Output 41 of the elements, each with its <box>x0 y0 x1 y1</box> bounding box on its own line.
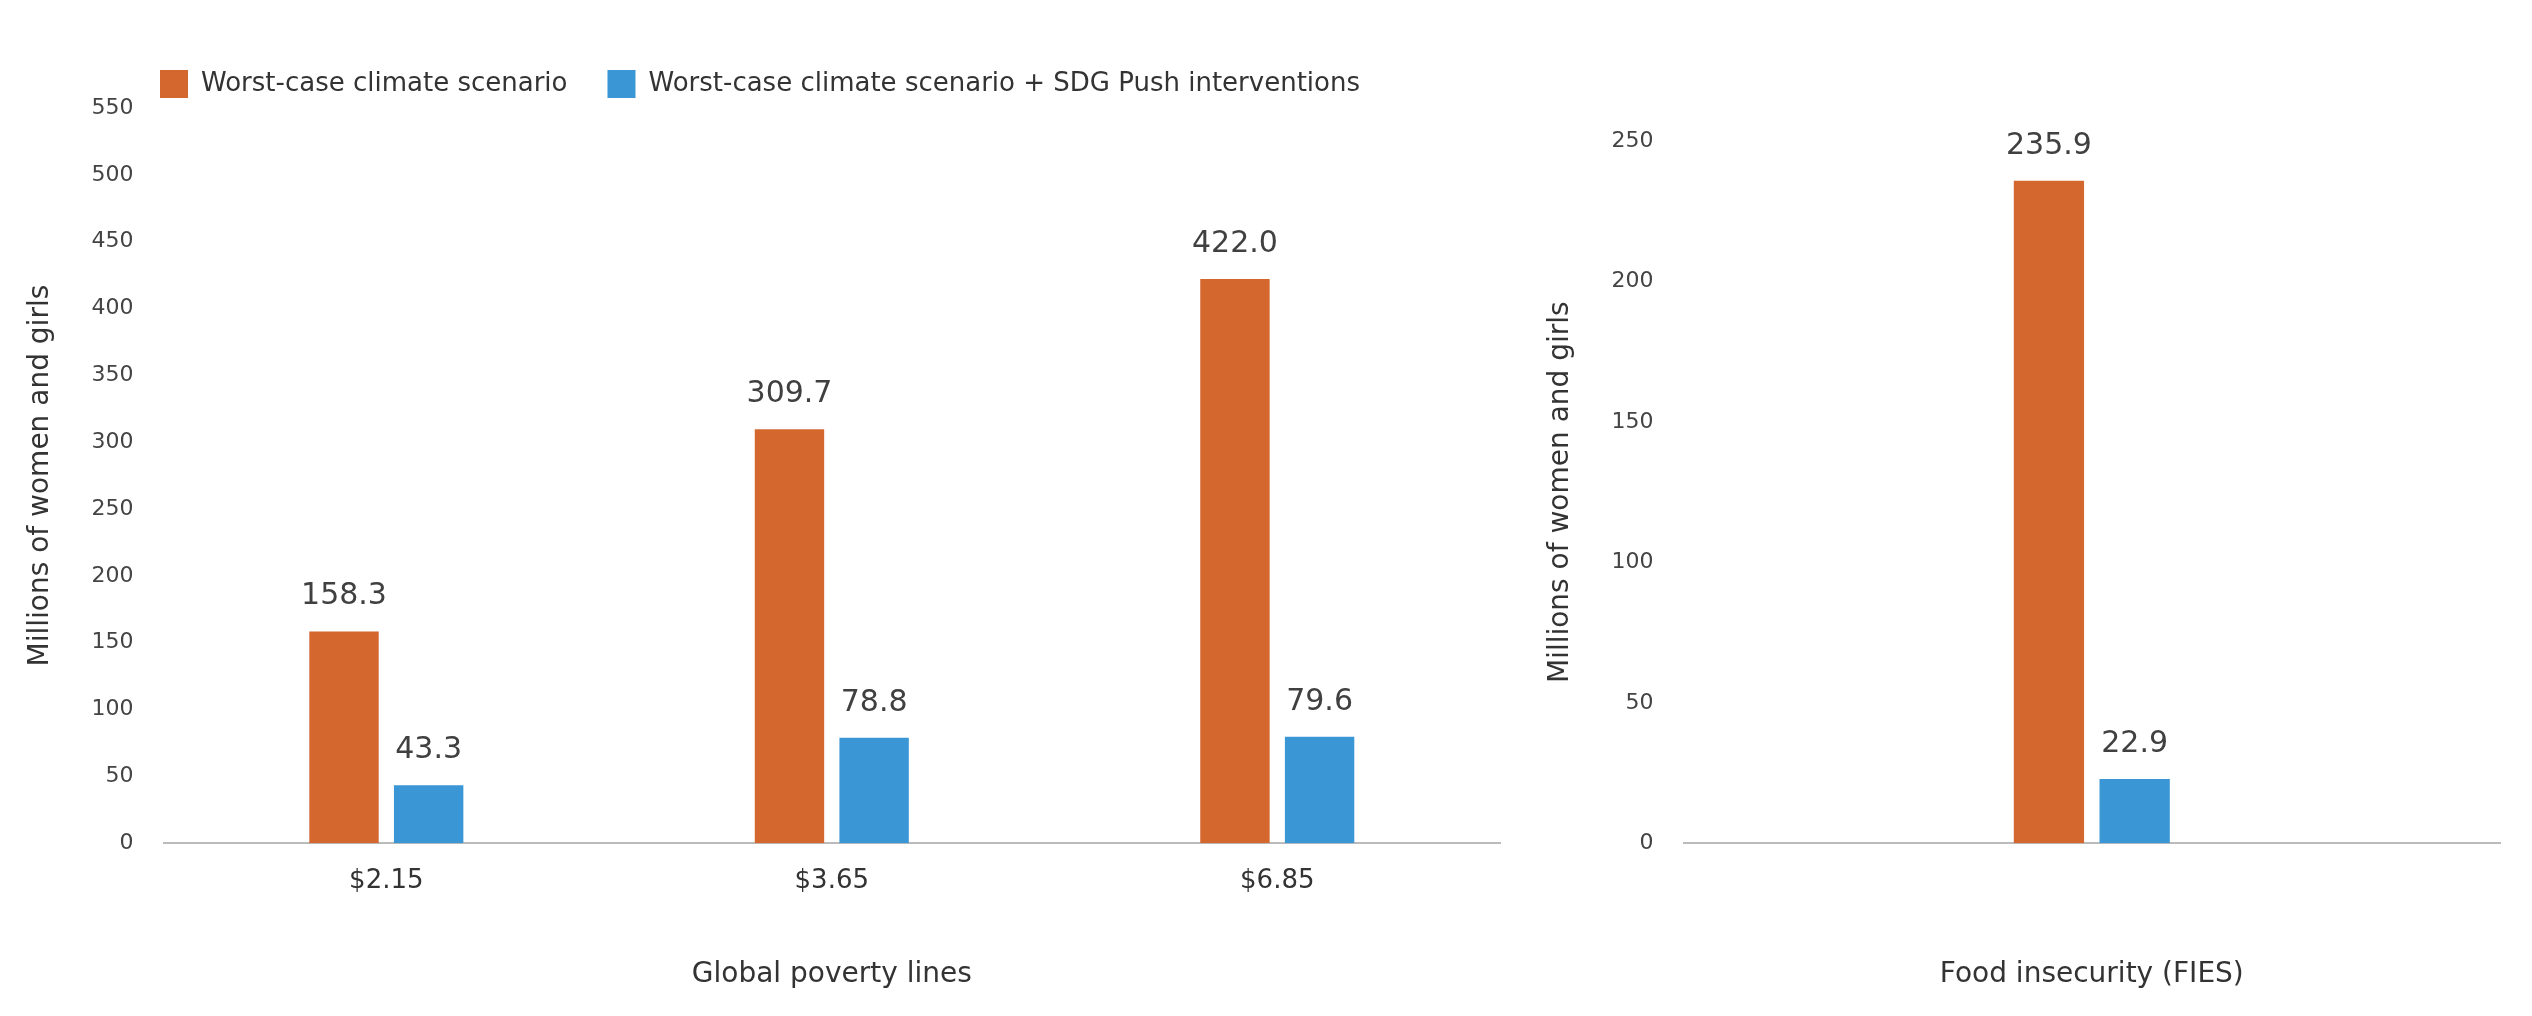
data-label: 158.3 <box>301 576 387 612</box>
y-tick-label: 200 <box>1611 267 1654 293</box>
y-tick-label: 150 <box>91 628 134 654</box>
y-tick-label: 100 <box>91 695 134 721</box>
y-tick-label: 0 <box>119 828 134 854</box>
y-tick-label: 0 <box>1639 828 1654 854</box>
y-tick-label: 50 <box>1625 688 1654 714</box>
y-tick-label: 50 <box>105 762 134 788</box>
data-label: 78.8 <box>840 682 908 718</box>
y-tick-label: 150 <box>1611 407 1654 433</box>
x-axis-title: Global poverty lines <box>691 956 972 990</box>
x-tick-label: $2.15 <box>349 863 424 894</box>
bar <box>1284 736 1355 844</box>
bar <box>1200 279 1270 844</box>
y-tick-label: 200 <box>91 561 134 587</box>
bar <box>839 737 909 844</box>
x-tick-label: $6.85 <box>1240 863 1315 894</box>
y-tick-label: 100 <box>1611 548 1654 574</box>
y-tick-label: 300 <box>91 427 134 453</box>
data-label: 43.3 <box>395 730 463 766</box>
y-tick-label: 250 <box>91 494 134 520</box>
y-tick-label: 350 <box>91 361 134 387</box>
y-tick-label: 400 <box>91 294 134 320</box>
y-tick-label: 250 <box>1611 126 1654 152</box>
data-label: 235.9 <box>2005 125 2092 161</box>
bar <box>754 429 825 844</box>
bar <box>309 631 379 844</box>
legend-label: Worst-case climate scenario <box>201 66 568 97</box>
data-label: 309.7 <box>746 374 833 410</box>
bar <box>393 785 464 844</box>
data-label: 422.0 <box>1192 223 1278 259</box>
y-axis-title: Millions of women and girls <box>1542 301 1576 684</box>
data-label: 79.6 <box>1286 681 1353 717</box>
legend-label: Worst-case climate scenario + SDG Push interventions <box>648 66 1360 97</box>
y-tick-label: 550 <box>91 93 134 119</box>
y-tick-label: 500 <box>91 160 134 186</box>
x-tick-label: $3.65 <box>794 863 870 894</box>
data-label: 22.9 <box>2101 723 2169 759</box>
x-axis-title: Food insecurity (FIES) <box>1939 956 2244 990</box>
y-axis-title: Millions of women and girls <box>22 284 56 667</box>
y-tick-label: 450 <box>91 227 134 253</box>
